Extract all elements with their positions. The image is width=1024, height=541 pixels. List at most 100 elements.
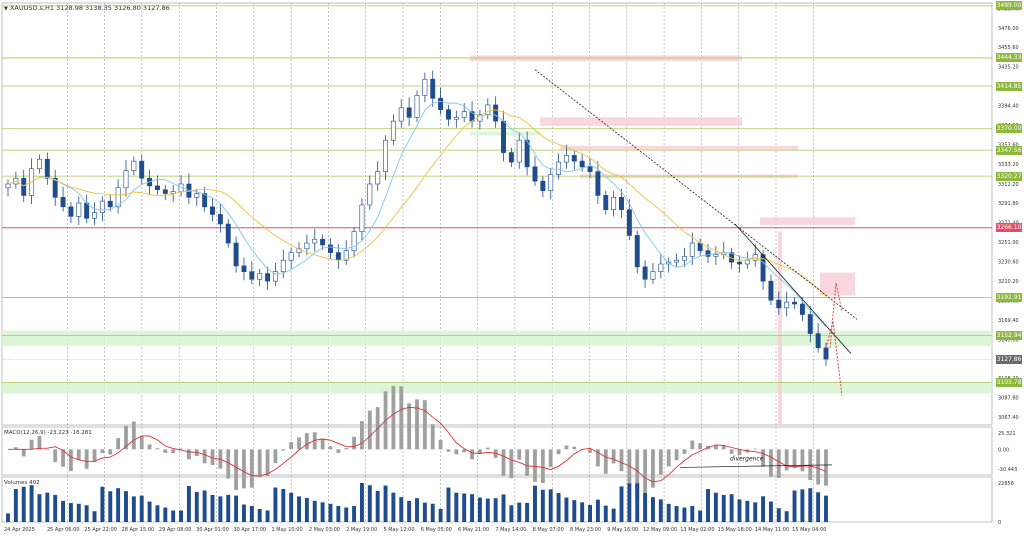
price-level-tag: 3347.56	[996, 145, 1022, 155]
candle-body	[99, 200, 105, 213]
candle-body	[752, 254, 758, 261]
candle-body	[760, 254, 766, 282]
candle-body	[390, 120, 396, 141]
candle-body	[485, 104, 491, 115]
candle-body	[320, 238, 326, 246]
candle-body	[815, 333, 821, 349]
candle-body	[202, 193, 208, 208]
candle-body	[304, 242, 310, 250]
candle-body	[626, 209, 632, 236]
candle-body	[540, 180, 546, 191]
candle-body	[272, 271, 278, 282]
y-tick-label: 3149.00	[998, 337, 1019, 343]
resistance-zone	[760, 217, 855, 225]
candle-body	[579, 160, 585, 168]
candle-body	[524, 139, 530, 168]
candle-body	[225, 223, 231, 244]
candle-body	[44, 158, 50, 179]
triangle-down-icon[interactable]: ▼	[4, 6, 8, 12]
candle-body	[115, 187, 121, 208]
symbol-header: ▼ XAUUSD.s,H1 3128.98 3138.35 3126.80 31…	[4, 3, 170, 13]
candle-body	[516, 139, 522, 163]
candle-body	[5, 183, 11, 189]
y-tick-label: 3312.20	[998, 182, 1019, 188]
main-panel-frame	[1, 2, 993, 426]
candle-body	[107, 200, 113, 208]
candle-body	[375, 171, 381, 185]
candle-body	[414, 95, 420, 118]
y-tick-label: 3476.00	[998, 26, 1019, 32]
x-tick-label: 24 Apr 2025	[4, 527, 35, 533]
candle-body	[351, 231, 357, 251]
x-tick-label: 1 May 10:00	[272, 527, 303, 533]
candle-body	[792, 301, 798, 305]
candle-body	[257, 273, 263, 280]
candle-body	[548, 174, 554, 191]
candle-body	[799, 303, 805, 315]
candle-body	[658, 263, 664, 272]
price-level-tag: 3320.27	[996, 171, 1022, 181]
candle-body	[611, 197, 617, 211]
candle-body	[406, 107, 412, 118]
candle-body	[123, 170, 129, 189]
x-tick-label: 30 Apr 01:00	[196, 527, 229, 533]
candle-body	[619, 197, 624, 211]
candle-body	[532, 166, 538, 182]
x-tick-label: 30 Apr 17:00	[233, 527, 266, 533]
x-tick-label: 8 May 07:00	[533, 527, 564, 533]
price-level-tag: 3370.00	[996, 124, 1022, 134]
x-tick-label: 13 May 18:00	[718, 527, 752, 533]
candle-body	[571, 155, 577, 162]
candle-body	[689, 242, 695, 257]
macd-tick-label: 0.00	[998, 447, 1009, 453]
candle-body	[587, 166, 593, 172]
resistance-zone	[820, 272, 855, 296]
x-tick-label: 15 May 04:00	[792, 527, 826, 533]
macd-tick-label: -30.443	[998, 467, 1017, 473]
highlight-zone	[778, 231, 782, 425]
support-zone	[2, 382, 992, 394]
volume-group	[6, 483, 828, 522]
candle-body	[501, 120, 506, 153]
candle-body	[52, 177, 58, 198]
price-level-tag: 3152.94	[996, 331, 1022, 340]
x-tick-label: 25 Apr 06:00	[47, 527, 80, 533]
candle-body	[170, 191, 176, 194]
x-tick-label: 29 Apr 08:00	[159, 527, 192, 533]
x-tick-label: 28 Apr 15:00	[122, 527, 155, 533]
candle-body	[280, 259, 286, 272]
candle-body	[328, 244, 333, 253]
y-tick-label: 3353.60	[998, 142, 1019, 148]
volume-tick-label: 0	[998, 520, 1001, 526]
macd-title: MACD(12,26,9) -23.223 -18.281	[4, 430, 92, 436]
macd-group	[13, 385, 828, 502]
x-tick-label: 7 May 14:00	[495, 527, 526, 533]
divergence-line	[679, 464, 833, 468]
candle-body	[603, 195, 609, 211]
macd-signal-line	[8, 406, 827, 483]
candle-body	[744, 259, 750, 265]
candle-body	[823, 347, 829, 360]
y-tick-label: 3230.60	[998, 260, 1019, 266]
candle-body	[335, 252, 341, 261]
candle-body	[241, 265, 247, 272]
x-tick-label: 9 May 16:00	[607, 527, 638, 533]
candle-body	[367, 183, 373, 206]
candle-body	[422, 78, 428, 96]
candle-body	[217, 214, 223, 225]
candle-body	[784, 301, 790, 309]
candle-body	[634, 235, 640, 268]
candle-body	[265, 273, 271, 282]
candle-body	[642, 266, 648, 280]
candle-body	[807, 314, 813, 334]
x-tick-label: 5 May 12:00	[383, 527, 414, 533]
candle-body	[84, 202, 90, 219]
divergence-annotation: divergence	[730, 455, 764, 462]
candle-body	[36, 158, 42, 170]
candle-body	[768, 280, 774, 301]
candle-body	[131, 160, 137, 171]
x-tick-label: 8 May 23:00	[570, 527, 601, 533]
candle-body	[681, 256, 687, 261]
